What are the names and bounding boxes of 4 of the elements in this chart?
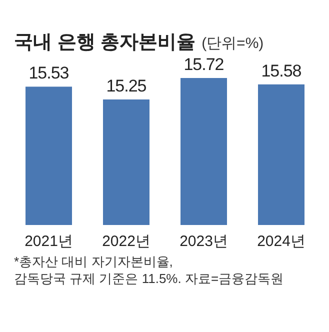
title: 국내 은행 총자본비율 xyxy=(14,32,196,53)
annotation: *총자산 대비 자기자본비율, xyxy=(14,254,173,269)
subtitle: (단위=%) xyxy=(202,35,264,52)
annotation: 감독당국 규제 기준은 11.5%. 자료=금융감독원 xyxy=(14,271,284,286)
